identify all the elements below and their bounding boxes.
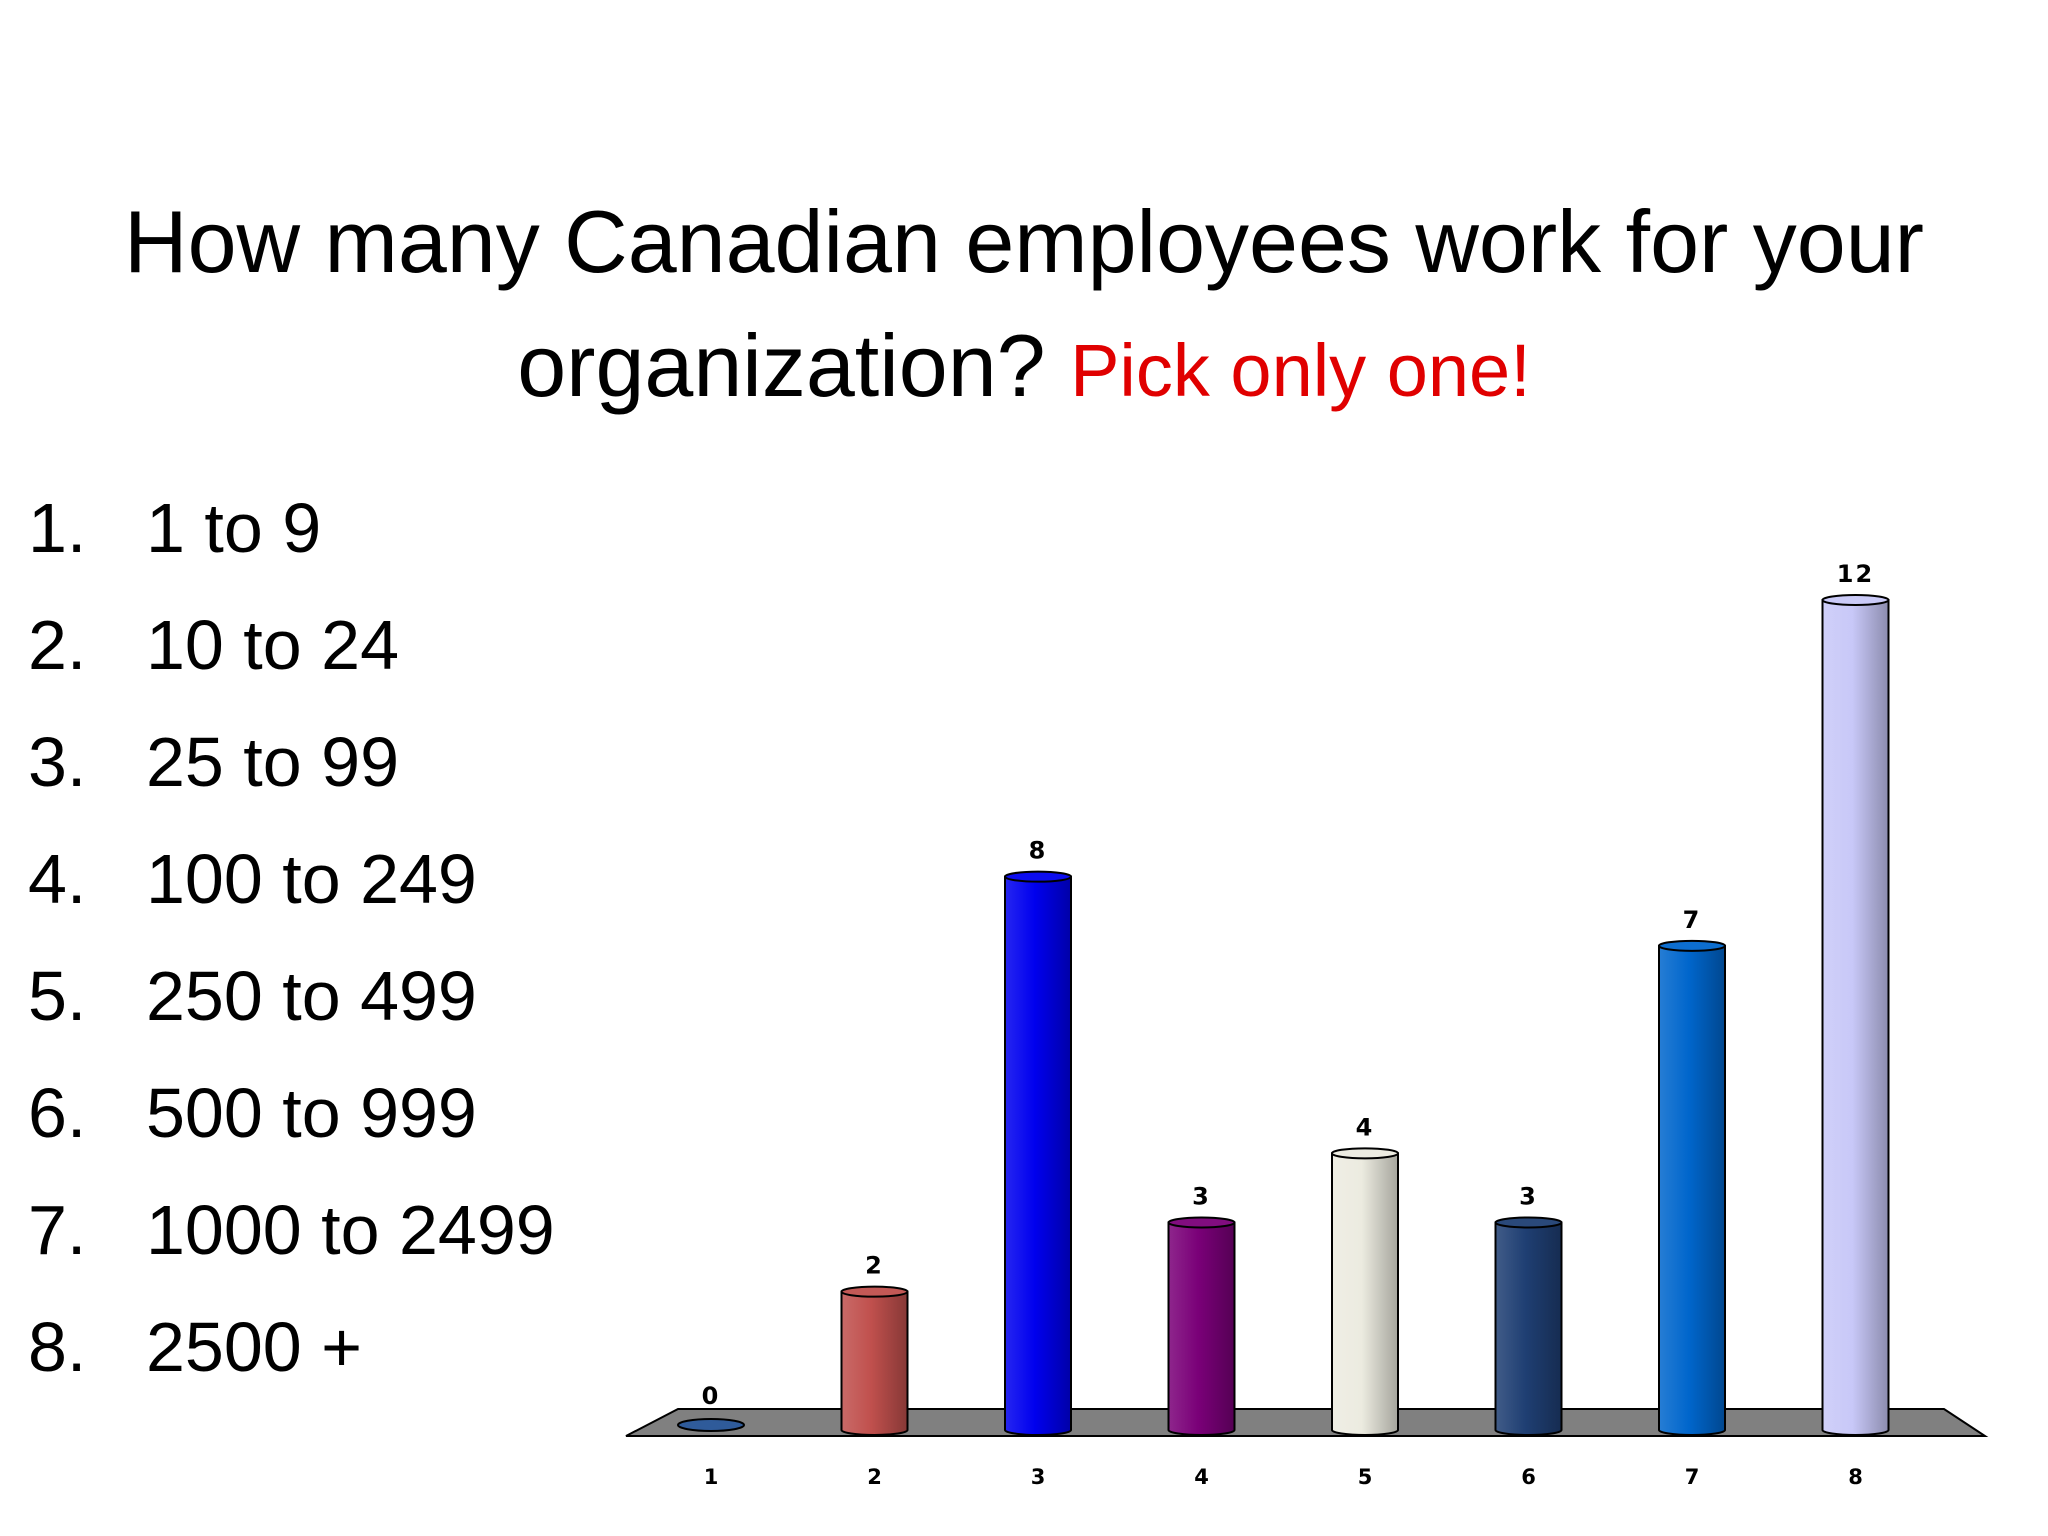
option-label: 250 to 499 xyxy=(146,957,477,1035)
bar-5 xyxy=(1331,1147,1399,1436)
title-question-end: organization? xyxy=(517,316,1046,415)
answer-option: 7. 1000 to 2499 xyxy=(28,1172,555,1289)
option-number: 7. xyxy=(28,1191,87,1269)
answer-option: 4. 100 to 249 xyxy=(28,821,555,938)
option-number: 3. xyxy=(28,723,87,801)
x-axis-ticks: 1 2 3 4 5 6 7 8 xyxy=(704,1465,1863,1489)
bar-4 xyxy=(1167,1216,1236,1436)
option-label: 2500 + xyxy=(146,1308,363,1386)
bar-top xyxy=(1658,939,1726,952)
bar-body xyxy=(1167,1221,1236,1436)
data-label: 7 xyxy=(1683,906,1702,934)
bar-body xyxy=(1658,944,1726,1436)
bar-body xyxy=(1494,1221,1563,1436)
option-label: 1 to 9 xyxy=(146,489,322,567)
option-label: 25 to 99 xyxy=(146,723,399,801)
data-label: 12 xyxy=(1837,560,1874,588)
bars-layer: 0 2 8 3 4 3 7 12 xyxy=(677,560,1890,1436)
option-number: 2. xyxy=(28,606,87,684)
bar-body xyxy=(1331,1152,1399,1436)
data-label: 4 xyxy=(1356,1113,1375,1141)
answer-option: 5. 250 to 499 xyxy=(28,938,555,1055)
data-label: 2 xyxy=(865,1252,884,1280)
bar-body xyxy=(840,1290,909,1436)
slide-title: How many Canadian employees work for you… xyxy=(0,180,2048,433)
x-tick-label: 7 xyxy=(1685,1465,1700,1489)
bar-3 xyxy=(1004,870,1072,1436)
bar-top xyxy=(1821,594,1890,606)
option-number: 4. xyxy=(28,840,87,918)
bar-top xyxy=(840,1285,909,1298)
x-tick-label: 5 xyxy=(1358,1465,1373,1489)
answer-option: 3. 25 to 99 xyxy=(28,704,555,821)
data-label: 3 xyxy=(1519,1183,1538,1211)
option-label: 10 to 24 xyxy=(146,606,399,684)
bar-top xyxy=(1004,870,1072,883)
option-label: 500 to 999 xyxy=(146,1074,477,1152)
option-label: 100 to 249 xyxy=(146,840,477,918)
pick-only-one-instruction: Pick only one! xyxy=(1070,329,1531,412)
bar-body xyxy=(1004,875,1072,1436)
option-number: 5. xyxy=(28,957,87,1035)
option-number: 1. xyxy=(28,489,87,567)
data-label: 8 xyxy=(1029,837,1048,865)
x-tick-label: 2 xyxy=(867,1465,882,1489)
data-label: 3 xyxy=(1192,1183,1211,1211)
title-line-1: How many Canadian employees work for you… xyxy=(124,192,1924,291)
answer-option: 6. 500 to 999 xyxy=(28,1055,555,1172)
option-number: 6. xyxy=(28,1074,87,1152)
chart-floor xyxy=(625,1408,1989,1437)
data-label: 0 xyxy=(702,1382,721,1410)
x-tick-label: 8 xyxy=(1848,1465,1863,1489)
bar-7 xyxy=(1658,939,1726,1436)
bar-6 xyxy=(1494,1216,1563,1436)
answer-option: 8. 2500 + xyxy=(28,1289,555,1406)
option-number: 8. xyxy=(28,1308,87,1386)
answer-options-list: 1. 1 to 9 2. 10 to 24 3. 25 to 99 4. 100 to … xyxy=(28,470,555,1406)
bar-top xyxy=(1167,1216,1236,1229)
bar-1 xyxy=(677,1418,745,1432)
x-tick-label: 6 xyxy=(1521,1465,1536,1489)
answer-option: 2. 10 to 24 xyxy=(28,587,555,704)
x-tick-label: 3 xyxy=(1031,1465,1046,1489)
bar-top xyxy=(1494,1216,1563,1229)
option-label: 1000 to 2499 xyxy=(146,1191,555,1269)
bar-top xyxy=(1331,1147,1399,1160)
x-tick-label: 4 xyxy=(1194,1465,1209,1489)
x-tick-label: 1 xyxy=(704,1465,719,1489)
bar-disc xyxy=(677,1418,745,1432)
bar-2 xyxy=(840,1285,909,1436)
bar-8 xyxy=(1821,594,1890,1436)
bar-body xyxy=(1821,599,1890,1436)
title-line-2: organization? Pick only one! xyxy=(0,304,2048,433)
answer-option: 1. 1 to 9 xyxy=(28,470,555,587)
